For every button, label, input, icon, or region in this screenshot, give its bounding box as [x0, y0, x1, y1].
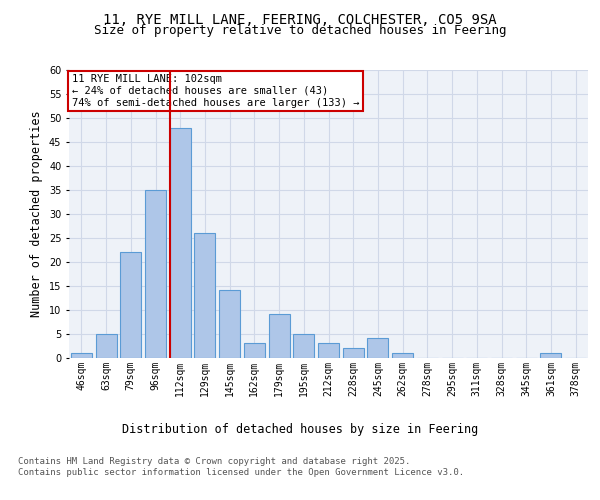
Bar: [120, 252, 141, 358]
Text: Distribution of detached houses by size in Feering: Distribution of detached houses by size …: [122, 422, 478, 436]
Text: 11 RYE MILL LANE: 102sqm
← 24% of detached houses are smaller (43)
74% of semi-d: 11 RYE MILL LANE: 102sqm ← 24% of detach…: [71, 74, 359, 108]
Bar: [269, 314, 290, 358]
Text: Size of property relative to detached houses in Feering: Size of property relative to detached ho…: [94, 24, 506, 37]
Text: Contains HM Land Registry data © Crown copyright and database right 2025.
Contai: Contains HM Land Registry data © Crown c…: [18, 458, 464, 477]
Bar: [219, 290, 240, 358]
Bar: [367, 338, 388, 357]
Bar: [343, 348, 364, 358]
Bar: [541, 352, 562, 358]
Bar: [318, 343, 339, 357]
Bar: [95, 334, 116, 357]
Bar: [145, 190, 166, 358]
Bar: [293, 334, 314, 357]
Bar: [244, 343, 265, 357]
Text: 11, RYE MILL LANE, FEERING, COLCHESTER, CO5 9SA: 11, RYE MILL LANE, FEERING, COLCHESTER, …: [103, 12, 497, 26]
Y-axis label: Number of detached properties: Number of detached properties: [31, 110, 43, 317]
Bar: [392, 352, 413, 358]
Bar: [170, 128, 191, 358]
Bar: [71, 352, 92, 358]
Bar: [194, 233, 215, 358]
